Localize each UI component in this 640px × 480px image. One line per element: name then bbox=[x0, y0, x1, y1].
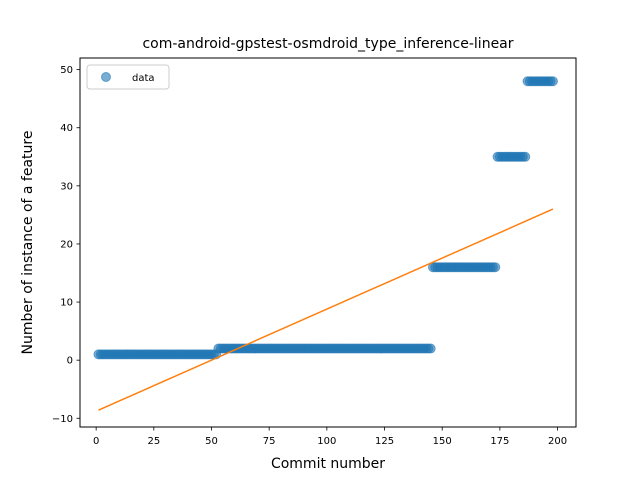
legend: data bbox=[86, 64, 170, 90]
x-tick-label: 0 bbox=[93, 436, 99, 447]
y-tick-label: 50 bbox=[60, 65, 73, 76]
x-axis-label: Commit number bbox=[271, 456, 385, 472]
y-tick-label: 40 bbox=[60, 123, 73, 134]
x-tick-label: 75 bbox=[263, 436, 276, 447]
y-tick-label: −10 bbox=[52, 414, 73, 425]
x-tick-label: 200 bbox=[548, 436, 567, 447]
data-point bbox=[490, 262, 501, 273]
y-tick-label: 0 bbox=[67, 356, 73, 367]
y-axis: −10 0 10 20 30 40 50 bbox=[52, 65, 80, 425]
y-tick-label: 30 bbox=[60, 181, 73, 192]
x-tick-label: 50 bbox=[205, 436, 218, 447]
legend-box bbox=[86, 64, 170, 90]
axes-frame bbox=[79, 57, 577, 428]
y-tick-label: 20 bbox=[60, 239, 73, 250]
data-point bbox=[425, 343, 436, 354]
legend-marker-data bbox=[101, 72, 111, 82]
x-tick-label: 25 bbox=[147, 436, 160, 447]
data-point bbox=[520, 151, 531, 162]
data-point bbox=[547, 76, 558, 87]
y-tick-label: 10 bbox=[60, 298, 73, 309]
x-tick-label: 175 bbox=[490, 436, 509, 447]
chart-title: com-android-gpstest-osmdroid_type_infere… bbox=[142, 36, 513, 52]
y-axis-label: Number of instance of a feature bbox=[20, 131, 36, 355]
x-axis: 0 25 50 75 100 125 150 175 200 bbox=[93, 427, 567, 447]
x-tick-label: 150 bbox=[433, 436, 452, 447]
x-tick-label: 100 bbox=[317, 436, 336, 447]
legend-label-data: data bbox=[132, 73, 155, 84]
plot-area bbox=[93, 76, 558, 411]
fit-line bbox=[98, 208, 554, 411]
x-tick-label: 125 bbox=[375, 436, 394, 447]
